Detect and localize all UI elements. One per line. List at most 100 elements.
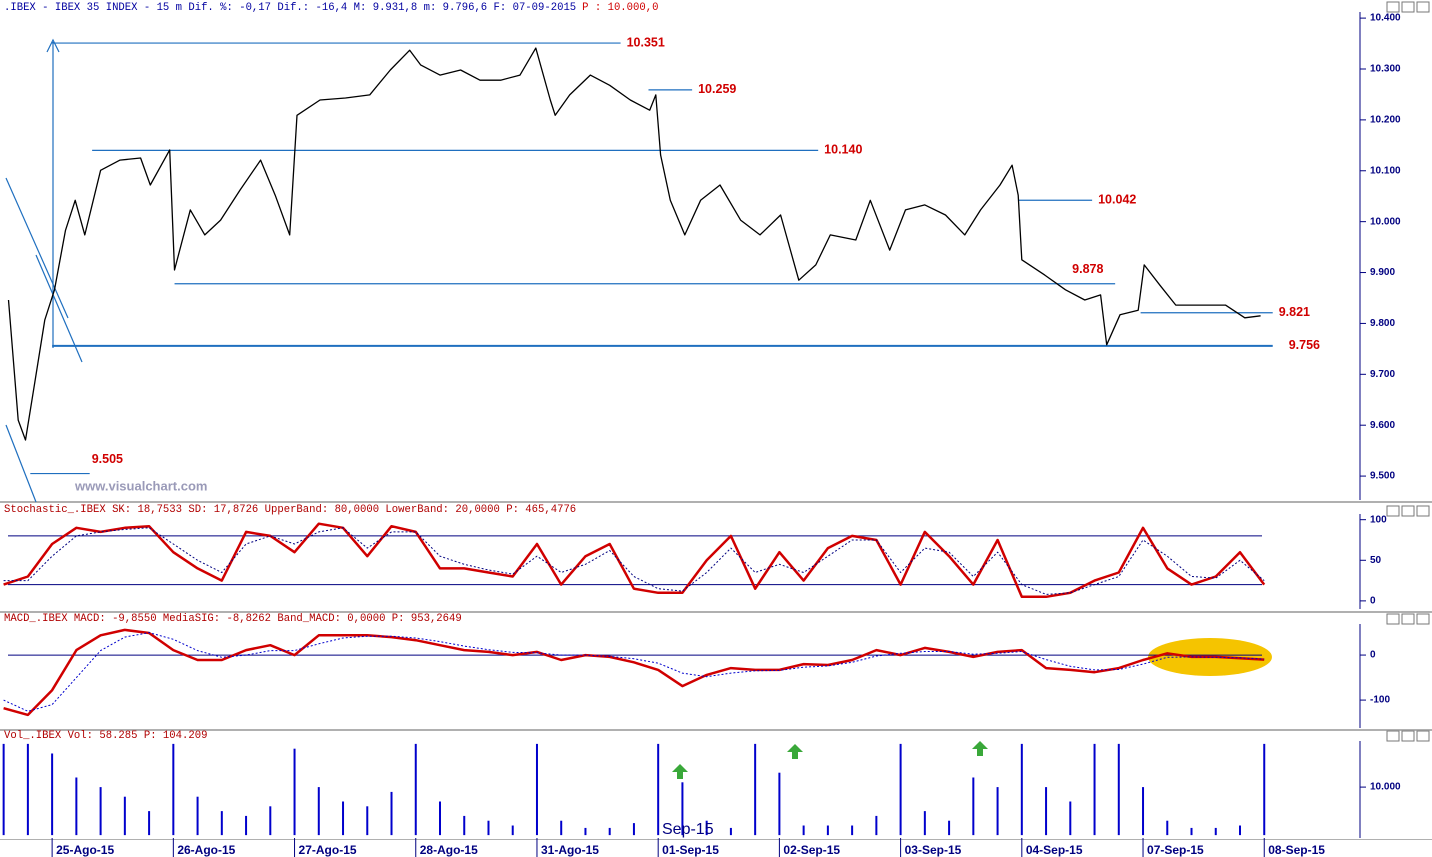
level-label: 9.756 xyxy=(1289,338,1320,352)
y-tick-label: -100 xyxy=(1370,695,1390,706)
volume-bar xyxy=(51,753,54,836)
volume-bar xyxy=(1166,820,1169,836)
volume-bar xyxy=(802,825,805,836)
y-tick-label: 10.200 xyxy=(1370,115,1401,126)
separator xyxy=(0,501,1432,503)
volume-bar xyxy=(560,820,563,836)
x-tick-label: 25-Ago-15 xyxy=(56,843,114,857)
watermark: www.visualchart.com xyxy=(74,478,207,493)
y-tick-label: 9.900 xyxy=(1370,267,1395,278)
volume-bar xyxy=(899,743,902,836)
volume-bar xyxy=(390,791,393,836)
volume-bar xyxy=(463,815,466,836)
volume-bar xyxy=(705,820,708,836)
volume-bar xyxy=(632,823,635,836)
y-tick-label: 50 xyxy=(1370,555,1382,566)
panel-title: Stochastic_.IBEX SK: 18,7533 SD: 17,8726… xyxy=(4,504,576,516)
level-label: 10.351 xyxy=(627,35,665,49)
volume-bar xyxy=(535,743,538,836)
y-tick-label: 10.000 xyxy=(1370,782,1401,793)
series-line xyxy=(7,47,1261,441)
button[interactable] xyxy=(1386,730,1400,742)
volume-bar xyxy=(996,787,999,836)
volume-bar xyxy=(1190,827,1193,836)
button[interactable] xyxy=(1416,1,1430,13)
annotation: Sep-15 xyxy=(662,821,714,838)
volume-bar xyxy=(754,743,757,836)
y-tick-label: 10.100 xyxy=(1370,165,1401,176)
button[interactable] xyxy=(1401,1,1415,13)
volume-bar xyxy=(487,820,490,836)
volume-bar xyxy=(245,815,248,836)
series-line xyxy=(3,628,1265,717)
volume-bar xyxy=(1239,825,1241,836)
button[interactable] xyxy=(1401,613,1415,625)
volume-bar xyxy=(293,748,296,836)
x-tick-label: 28-Ago-15 xyxy=(420,843,478,857)
y-tick-label: 9.800 xyxy=(1370,318,1395,329)
button[interactable] xyxy=(1416,730,1430,742)
volume-bar xyxy=(1093,743,1096,836)
volume-bar xyxy=(826,825,829,836)
volume-bar xyxy=(414,743,417,836)
volume-bar xyxy=(657,743,660,836)
separator xyxy=(0,729,1432,731)
x-tick-label: 08-Sep-15 xyxy=(1268,843,1325,857)
y-tick-label: 0 xyxy=(1370,650,1376,661)
level-label: 9.878 xyxy=(1072,262,1103,276)
panel-title: MACD_.IBEX MACD: -9,8550 MediaSIG: -8,82… xyxy=(4,613,462,625)
x-tick-label: 26-Ago-15 xyxy=(177,843,235,857)
button[interactable] xyxy=(1386,505,1400,517)
volume-bar xyxy=(681,782,684,836)
y-tick-label: 10.400 xyxy=(1370,13,1401,24)
volume-bar xyxy=(99,787,102,836)
trend-line xyxy=(5,424,37,503)
level-label: 9.505 xyxy=(92,452,123,466)
volume-bar xyxy=(948,820,951,836)
volume-bar xyxy=(1263,743,1266,836)
x-tick-label: 31-Ago-15 xyxy=(541,843,599,857)
button[interactable] xyxy=(1416,505,1430,517)
button[interactable] xyxy=(1386,1,1400,13)
separator xyxy=(0,611,1432,613)
volume-bar xyxy=(851,825,854,836)
volume-bar xyxy=(220,811,223,836)
header-price: P : 10.000,0 xyxy=(582,2,658,14)
volume-bar xyxy=(1214,827,1217,836)
volume-bar xyxy=(1142,787,1145,836)
signal-arrows xyxy=(672,741,988,779)
series-line xyxy=(3,632,1265,712)
chart-header: .IBEX - IBEX 35 INDEX - 15 m Dif. %: -0,… xyxy=(4,2,576,14)
series-line xyxy=(3,522,1266,599)
volume-bar xyxy=(172,743,175,836)
volume-bar xyxy=(608,827,611,836)
trend-line xyxy=(5,177,69,319)
button[interactable] xyxy=(1416,613,1430,625)
up-arrow xyxy=(672,764,688,779)
arrow-head xyxy=(46,38,60,53)
x-tick-label: 04-Sep-15 xyxy=(1026,843,1083,857)
level-label: 10.259 xyxy=(698,82,736,96)
volume-bar xyxy=(1045,787,1048,836)
button[interactable] xyxy=(1401,730,1415,742)
trend-line xyxy=(35,254,83,363)
y-tick-label: 10.000 xyxy=(1370,216,1401,227)
y-tick-label: 0 xyxy=(1370,596,1376,607)
x-tick-label: 07-Sep-15 xyxy=(1147,843,1204,857)
button[interactable] xyxy=(1386,613,1400,625)
volume-bar xyxy=(269,806,272,836)
y-tick-label: 10.300 xyxy=(1370,64,1401,75)
volume-bar xyxy=(75,777,78,836)
volume-bar xyxy=(511,825,514,836)
button[interactable] xyxy=(1401,505,1415,517)
x-tick-label: 03-Sep-15 xyxy=(905,843,962,857)
window-buttons[interactable] xyxy=(1386,1,1430,742)
panel-title: Vol_.IBEX Vol: 58.285 P: 104.209 xyxy=(4,730,207,742)
volume-bar xyxy=(196,796,199,836)
x-tick-label: 01-Sep-15 xyxy=(662,843,719,857)
volume-bar xyxy=(26,743,29,836)
volume-bar xyxy=(148,811,151,836)
y-tick-label: 9.700 xyxy=(1370,369,1395,380)
